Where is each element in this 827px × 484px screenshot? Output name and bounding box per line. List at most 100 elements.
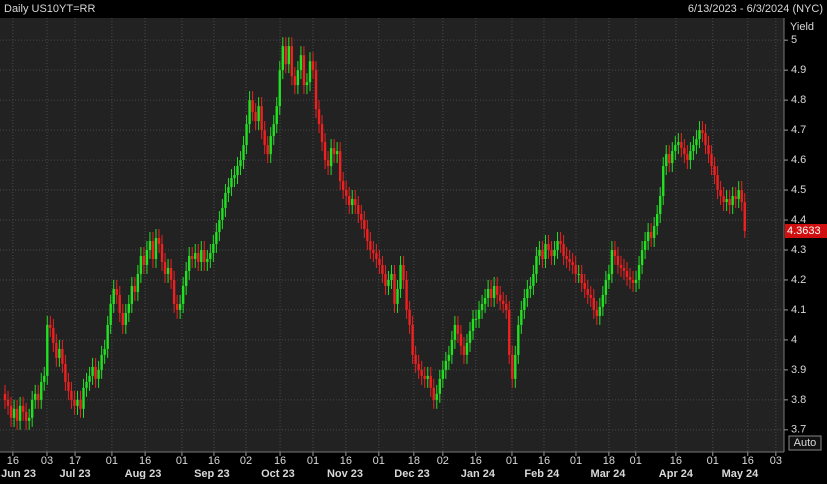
candle-body [43, 375, 46, 382]
candle-body [598, 306, 602, 316]
candle-body [194, 252, 197, 259]
candle-body [184, 270, 188, 286]
candle-body [511, 354, 514, 379]
candle-body [70, 390, 73, 400]
y-tick-label: 4 [791, 334, 797, 346]
x-tick-label: 03 [770, 455, 782, 467]
y-tick-label: 4.2 [791, 274, 806, 286]
candle-body [88, 375, 91, 382]
candle-body [130, 285, 134, 304]
candle-body [275, 106, 278, 125]
candle-body [166, 267, 170, 274]
candle-body [37, 393, 40, 400]
candle-body [390, 273, 393, 280]
candle-body [34, 393, 37, 400]
candle-body [538, 249, 541, 256]
candle-body [187, 255, 191, 271]
candle-body [97, 369, 100, 379]
candle-body [363, 220, 366, 230]
candle-body [489, 288, 493, 298]
candle-body [716, 175, 719, 191]
y-tick-label: 4.8 [791, 94, 806, 106]
candle-body [242, 145, 245, 161]
x-tick-label: 16 [670, 455, 682, 467]
candle-body [607, 273, 611, 280]
candle-body [474, 318, 478, 320]
x-tick-label: 01 [570, 455, 582, 467]
candle-body [154, 237, 158, 259]
y-tick-label: 4.1 [791, 304, 806, 316]
candle-body [100, 354, 103, 370]
candle-body [444, 360, 448, 370]
candle-body [450, 339, 454, 355]
candle-body [541, 249, 544, 259]
x-tick-label: 16 [139, 455, 151, 467]
y-tick-label: 4.4 [791, 214, 806, 226]
candle-body [637, 264, 641, 280]
candle-body [743, 202, 746, 232]
y-tick-label: 4.9 [791, 64, 806, 76]
candle-body [595, 309, 599, 316]
month-label: Aug 23 [125, 468, 162, 479]
candle-body [411, 324, 414, 355]
candle-body [91, 366, 94, 376]
candle-body [613, 249, 617, 256]
plot-area [0, 18, 784, 452]
candle-body [674, 145, 677, 152]
candle-body [314, 70, 318, 110]
candle-body [420, 369, 423, 376]
y-tick-label: 5 [791, 34, 797, 46]
candle-body [438, 378, 441, 394]
candle-body [366, 229, 369, 241]
candle-body [224, 193, 227, 209]
candle-body [323, 142, 327, 161]
candle-body [46, 324, 49, 376]
candle-body [278, 70, 281, 107]
x-tick-label: 16 [470, 455, 482, 467]
x-tick-label: 02 [240, 455, 252, 467]
candle-body [483, 297, 487, 304]
candle-body [21, 405, 25, 412]
candle-body [526, 288, 529, 298]
candle-body [151, 240, 155, 259]
candle-body [9, 405, 13, 418]
candle-body [698, 130, 701, 140]
candle-body [378, 258, 381, 265]
auto-button[interactable] [788, 435, 822, 451]
candle-body [559, 240, 562, 244]
candle-body [686, 154, 689, 161]
candle-body [625, 270, 629, 277]
candle-body [40, 381, 43, 400]
candle-body [118, 294, 121, 313]
candle-body [281, 46, 284, 71]
candle-body [221, 208, 224, 221]
x-tick-label: 18 [603, 455, 615, 467]
candle-body [423, 375, 426, 379]
candle-body [692, 145, 695, 152]
candle-body [580, 273, 583, 283]
x-tick-label: 02 [437, 455, 449, 467]
candle-body [640, 249, 644, 265]
y-tick-label: 4.3 [791, 244, 806, 256]
candle-body [305, 82, 309, 86]
candle-body [707, 145, 710, 155]
candle-body [317, 109, 321, 125]
candle-body [245, 124, 248, 146]
candle-body [233, 175, 236, 179]
candle-body [248, 100, 251, 125]
y-axis-label: Yield [790, 21, 814, 33]
candle-body [284, 46, 288, 65]
candle-body [344, 190, 348, 197]
auto-button-label[interactable]: Auto [794, 437, 817, 449]
candle-body [680, 142, 683, 149]
candle-body [218, 220, 221, 233]
x-tick-label: 01 [176, 455, 188, 467]
candle-body [215, 232, 218, 244]
candle-body [453, 324, 457, 340]
candle-body [55, 342, 58, 358]
candle-body [145, 249, 149, 265]
candle-body [73, 399, 76, 406]
candle-body [520, 309, 523, 325]
candle-body [665, 154, 668, 167]
candle-body [571, 261, 574, 265]
